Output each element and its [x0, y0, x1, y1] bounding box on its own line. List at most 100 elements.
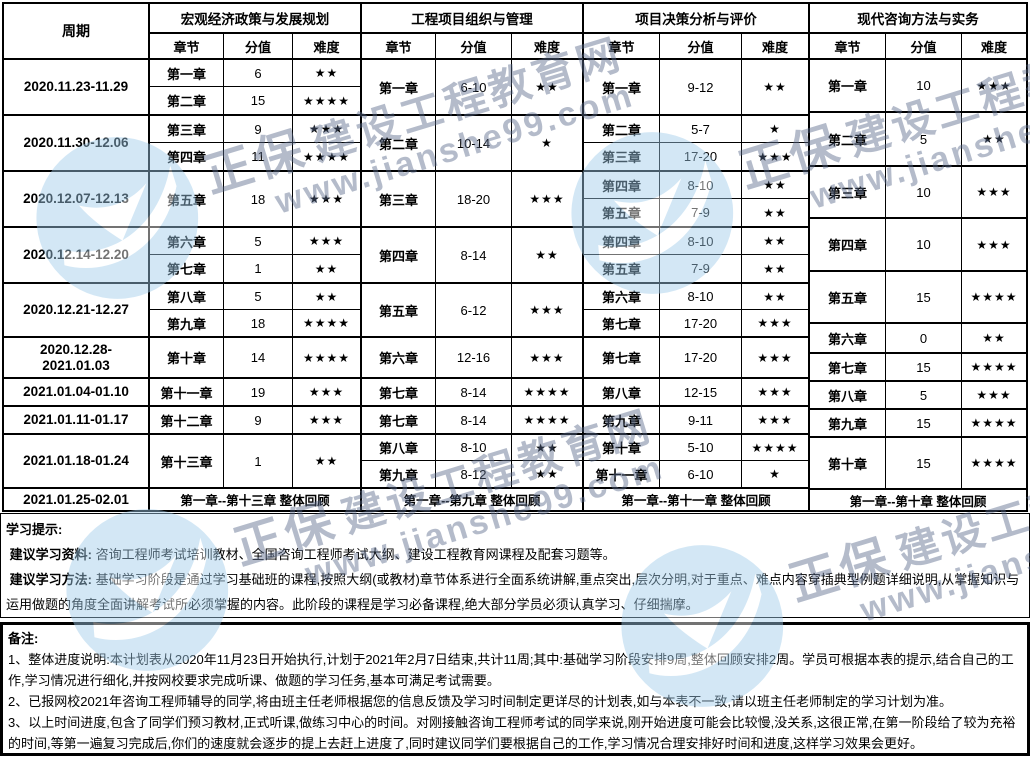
schedule-row: 第四章 10 ★★★: [810, 217, 1026, 270]
difficulty-cell: ★★★: [961, 60, 1026, 111]
score-cell: 17-20: [659, 338, 741, 377]
week-cell: 2021.01.11-01.17: [4, 405, 148, 433]
chapter-cell: 第四章: [378, 248, 418, 264]
week-cell: 2020.12.21-12.27: [4, 282, 148, 336]
schedule-row: 第四章 8-10 ★★: [584, 226, 808, 254]
difficulty-cell: ★★★★: [961, 272, 1026, 322]
note-item-3: 3、以上时间进度,包含了同学们预习教材,正式听课,做练习中心的时间。对刚接触咨询…: [8, 715, 1016, 751]
chapter-cell: 第六章: [166, 234, 206, 250]
period-column: 周期 2020.11.23-11.29 2020.11.30-12.06 2020.…: [4, 4, 148, 510]
subject-body: 第一章 6-10 ★★ 第二章 10-14 ★ 第三章 18-20 ★★★ 第四章 8-14 ★★ 第五…: [362, 58, 582, 510]
score-cell: 19: [223, 379, 292, 405]
difficulty-cell: ★★★★: [961, 438, 1026, 488]
period-body: 2020.11.23-11.29 2020.11.30-12.06 2020.12.…: [4, 58, 148, 510]
chapter-cell: 第一章: [378, 80, 418, 96]
difficulty-cell: ★★★: [961, 219, 1026, 270]
chapter-cell: 第八章: [827, 388, 867, 404]
chapter-cell: 第七章: [601, 351, 641, 366]
schedule-row: 第七章 1 ★★: [150, 254, 360, 282]
schedule-row: 第三章 18-20 ★★★: [362, 170, 582, 226]
score-cell: 5-7: [659, 116, 741, 142]
schedule-row: 第三章 17-20 ★★★: [584, 142, 808, 170]
difficulty-cell: ★★: [961, 324, 1026, 352]
schedule-row: 第六章 0 ★★: [810, 322, 1026, 352]
score-cell: 18-20: [435, 172, 511, 226]
subject-group-decision-analysis: 项目决策分析与评价 章节 分值 难度 第一章 9-12 ★★ 第二章 5-7 ★ 第三章 17…: [582, 4, 808, 510]
chapter-cell: 第十三章: [160, 454, 213, 470]
chapter-cell: 第二章: [827, 132, 867, 148]
score-cell: 0: [885, 324, 961, 352]
chapter-cell: 第八章: [378, 441, 418, 456]
note-item-1: 1、整体进度说明:本计划表从2020年11月23日开始执行,计划于2021年2月…: [8, 652, 1014, 688]
chapter-cell: 第四章: [827, 238, 867, 253]
difficulty-cell: ★★★★: [292, 87, 360, 114]
score-cell: 9-11: [659, 407, 741, 433]
difficulty-cell: ★★★★: [292, 338, 360, 377]
schedule-row: 第一章 6-10 ★★: [362, 58, 582, 114]
schedule-row: 第五章 7-9 ★★: [584, 198, 808, 226]
schedule-row: 第十章 14 ★★★★: [150, 336, 360, 377]
score-header: 分值: [885, 34, 961, 58]
score-cell: 5: [223, 228, 292, 254]
subheader-row: 章节 分值 难度: [150, 32, 360, 58]
score-cell: 15: [223, 87, 292, 114]
chapter-cell: 第四章: [601, 234, 641, 250]
score-cell: 11: [223, 143, 292, 170]
week-cell: 2020.12.14-12.20: [4, 226, 148, 282]
schedule-row: 第七章 17-20 ★★★: [584, 336, 808, 377]
schedule-row: 第六章 8-10 ★★: [584, 282, 808, 309]
schedule-row: 第十章 5-10 ★★★★: [584, 433, 808, 460]
score-cell: 8-10: [659, 172, 741, 198]
score-cell: 8-14: [435, 228, 511, 282]
week-cell: 2021.01.25-02.01: [4, 487, 148, 510]
score-cell: 5: [885, 113, 961, 165]
chapter-cell: 第十二章: [160, 413, 213, 429]
recap-row: 第一章--第十一章 整体回顾: [584, 487, 808, 510]
difficulty-cell: ★★: [292, 255, 360, 282]
study-schedule-table: 周期 2020.11.23-11.29 2020.11.30-12.06 2020.…: [2, 2, 1028, 512]
schedule-row: 第七章 17-20 ★★★: [584, 309, 808, 336]
difficulty-cell: ★★: [292, 435, 360, 487]
difficulty-cell: ★★★: [741, 143, 808, 170]
score-cell: 1: [223, 435, 292, 487]
schedule-row: 第五章 7-9 ★★: [584, 254, 808, 282]
chapter-cell: 第一章: [827, 79, 867, 94]
schedule-row: 第三章 9 ★★★: [150, 114, 360, 142]
recap-row: 第一章--第十三章 整体回顾: [150, 487, 360, 510]
schedule-row: 第一章 9-12 ★★: [584, 58, 808, 114]
score-cell: 6-10: [659, 461, 741, 487]
schedule-row: 第七章 15 ★★★★: [810, 352, 1026, 380]
score-cell: 8-10: [659, 284, 741, 309]
period-header: 周期: [62, 23, 90, 39]
difficulty-cell: ★★: [292, 284, 360, 309]
score-cell: 9: [223, 116, 292, 142]
score-cell: 18: [223, 310, 292, 336]
difficulty-cell: ★★★★: [292, 310, 360, 336]
schedule-row: 第四章 8-14 ★★: [362, 226, 582, 282]
score-cell: 12-16: [435, 338, 511, 377]
week-cell: 2020.11.23-11.29: [4, 58, 148, 114]
chapter-cell: 第十章: [827, 456, 867, 472]
difficulty-cell: ★: [511, 116, 582, 170]
recap-cell: 第一章--第九章 整体回顾: [403, 494, 541, 508]
difficulty-cell: ★★★★: [961, 354, 1026, 380]
score-cell: 14: [223, 338, 292, 377]
score-header: 分值: [223, 34, 292, 58]
schedule-row: 第二章 10-14 ★: [362, 114, 582, 170]
week-cell: 2021.01.04-01.10: [4, 377, 148, 405]
chapter-cell: 第六章: [378, 351, 418, 366]
difficulty-cell: ★★: [292, 60, 360, 86]
chapter-cell: 第二章: [378, 136, 418, 152]
schedule-row: 第十一章 19 ★★★: [150, 377, 360, 405]
difficulty-cell: ★: [741, 461, 808, 487]
difficulty-cell: ★: [741, 116, 808, 142]
chapter-cell: 第四章: [601, 178, 641, 194]
schedule-row: 第十三章 1 ★★: [150, 433, 360, 487]
difficulty-cell: ★★★: [511, 338, 582, 377]
recap-cell: 第一章--第十章 整体回顾: [849, 494, 987, 509]
subject-body: 第一章 9-12 ★★ 第二章 5-7 ★ 第三章 17-20 ★★★ 第四章 8-10 ★★ 第五章 7…: [584, 58, 808, 510]
subject-header: 宏观经济政策与发展规划: [180, 12, 330, 27]
difficulty-cell: ★★★: [741, 338, 808, 377]
schedule-row: 第七章 8-14 ★★★★: [362, 377, 582, 405]
schedule-row: 第十二章 9 ★★★: [150, 405, 360, 433]
